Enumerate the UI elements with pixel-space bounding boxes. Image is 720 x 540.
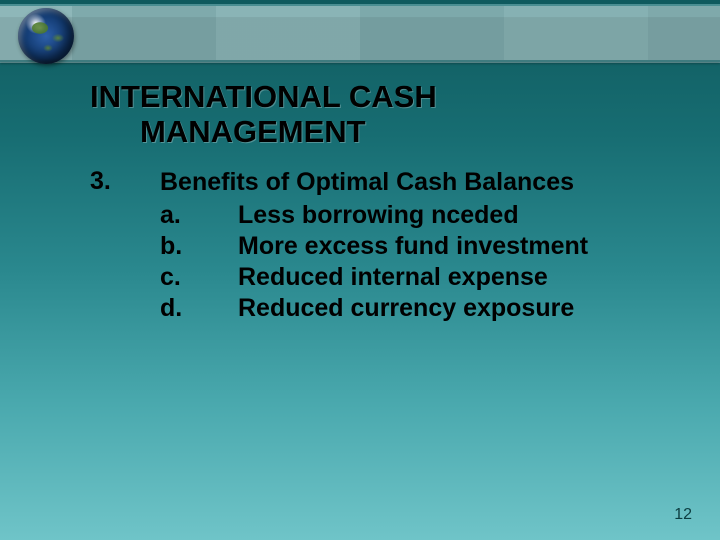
sub-item: a. Less borrowing nceded	[160, 200, 680, 231]
slide-body: 3. Benefits of Optimal Cash Balances a. …	[90, 167, 680, 324]
item-heading: Benefits of Optimal Cash Balances	[160, 167, 680, 198]
sub-item-letter: b.	[160, 231, 238, 262]
sub-item-text: Reduced currency exposure	[238, 293, 680, 324]
sub-item: c. Reduced internal expense	[160, 262, 680, 293]
title-line-2: MANAGEMENT	[90, 115, 680, 150]
sub-item: b. More excess fund investment	[160, 231, 680, 262]
item-number: 3.	[90, 167, 160, 324]
numbered-item: 3. Benefits of Optimal Cash Balances a. …	[90, 167, 680, 324]
item-content: Benefits of Optimal Cash Balances a. Les…	[160, 167, 680, 324]
globe-icon	[18, 8, 74, 64]
slide-content: INTERNATIONAL CASH MANAGEMENT 3. Benefit…	[90, 80, 680, 324]
sub-item-letter: c.	[160, 262, 238, 293]
page-number: 12	[674, 506, 692, 524]
sub-item-letter: a.	[160, 200, 238, 231]
header-band	[0, 4, 720, 62]
sub-item: d. Reduced currency exposure	[160, 293, 680, 324]
sub-item-text: More excess fund investment	[238, 231, 680, 262]
sub-item-text: Less borrowing nceded	[238, 200, 680, 231]
slide-title: INTERNATIONAL CASH MANAGEMENT	[90, 80, 680, 149]
title-line-1: INTERNATIONAL CASH	[90, 80, 680, 115]
sub-item-letter: d.	[160, 293, 238, 324]
sub-item-text: Reduced internal expense	[238, 262, 680, 293]
